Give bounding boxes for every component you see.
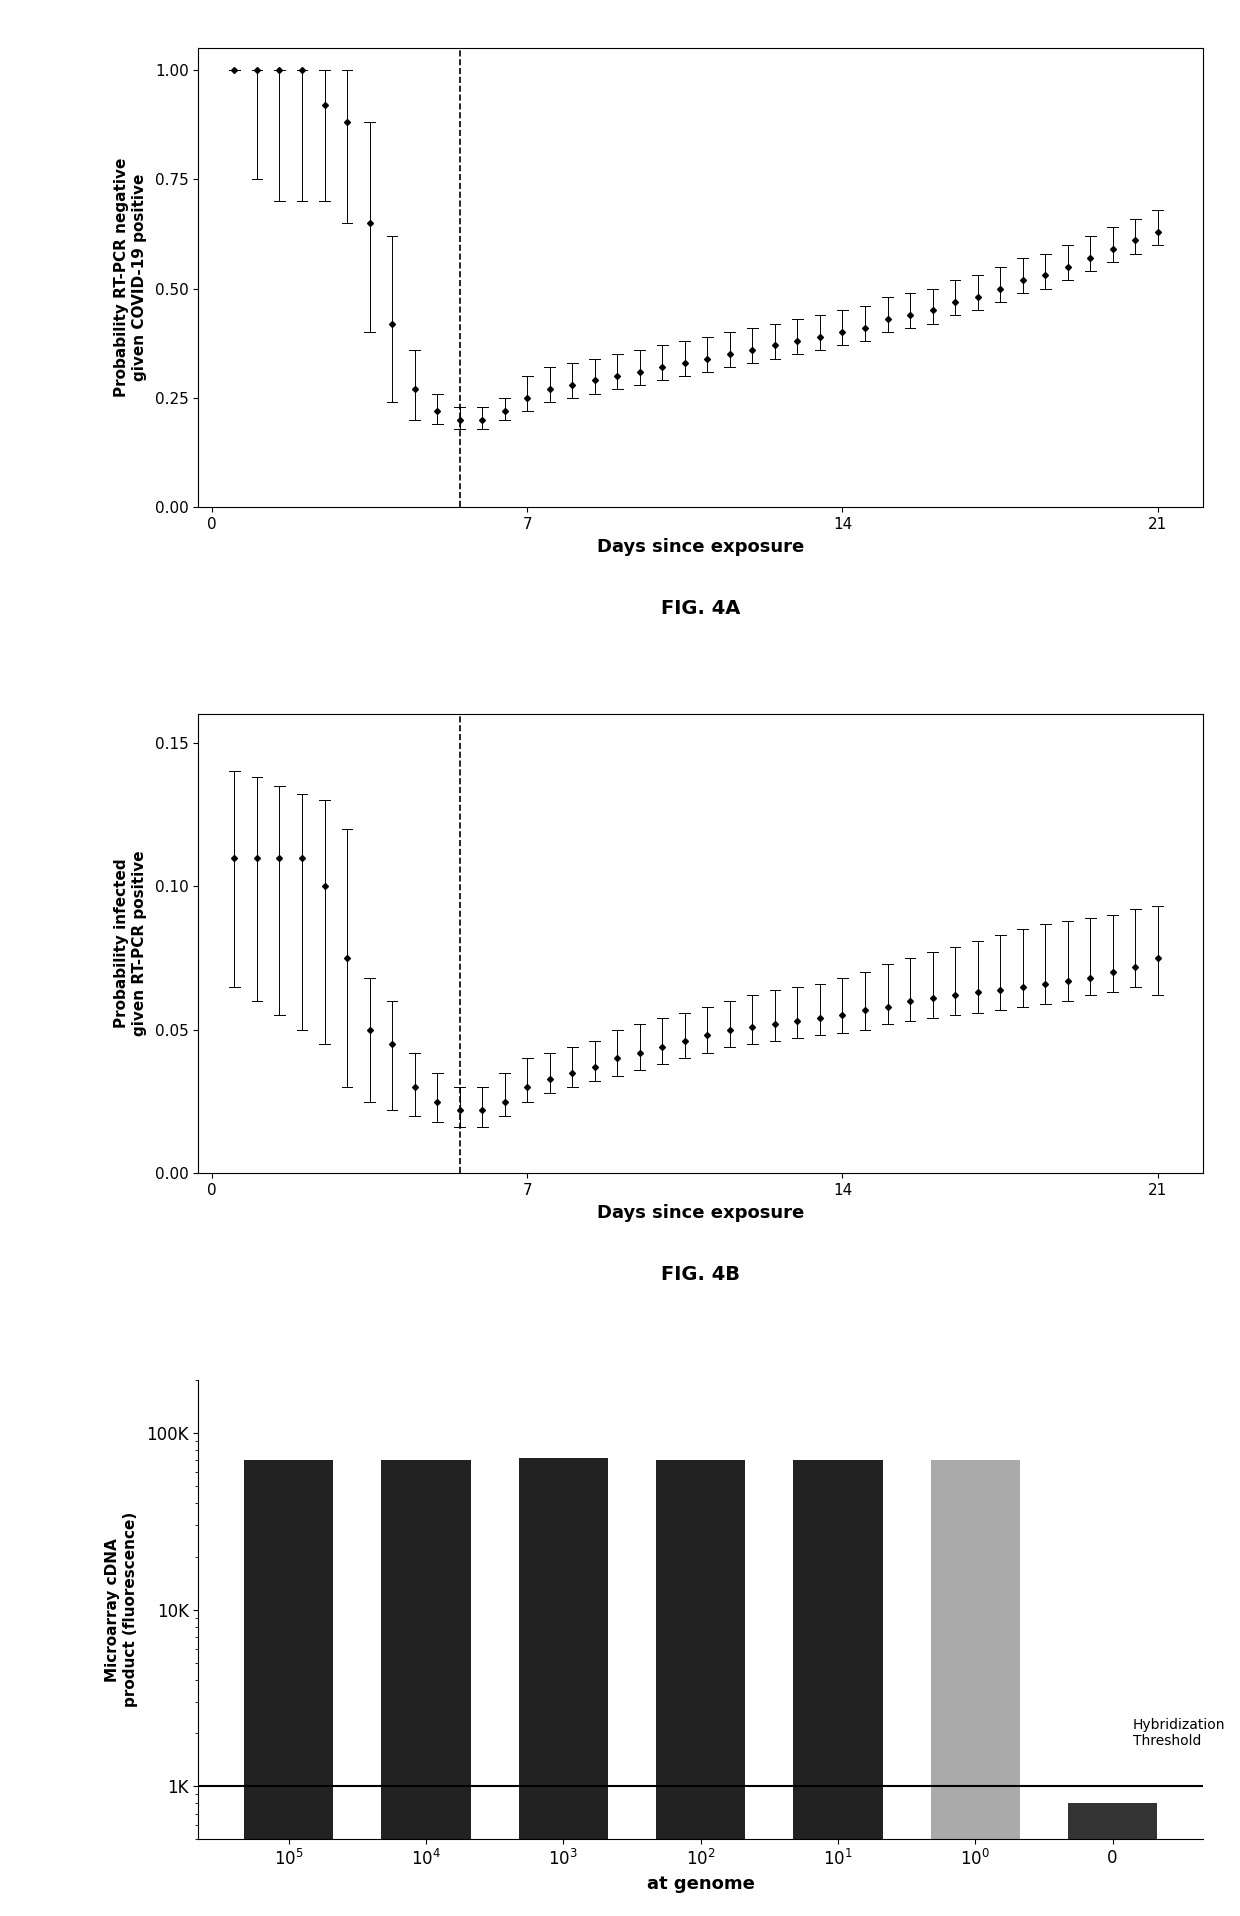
Text: FIG. 4B: FIG. 4B (661, 1265, 740, 1284)
Bar (382, 1460, 471, 1916)
X-axis label: at genome: at genome (647, 1874, 754, 1893)
Bar (656, 1460, 745, 1916)
Bar (1068, 1803, 1157, 1916)
Y-axis label: Microarray cDNA
product (fluorescence): Microarray cDNA product (fluorescence) (105, 1512, 138, 1707)
Text: Hybridization
Threshold: Hybridization Threshold (1133, 1719, 1225, 1747)
Text: FIG. 4A: FIG. 4A (661, 600, 740, 619)
X-axis label: Days since exposure: Days since exposure (596, 1203, 805, 1222)
Bar (518, 1458, 608, 1916)
Y-axis label: Probability RT-PCR negative
given COVID-19 positive: Probability RT-PCR negative given COVID-… (114, 157, 146, 397)
Bar (794, 1460, 883, 1916)
Bar (244, 1460, 334, 1916)
Y-axis label: Probability infected
given RT-PCR positive: Probability infected given RT-PCR positi… (114, 851, 146, 1037)
Bar (930, 1460, 1019, 1916)
X-axis label: Days since exposure: Days since exposure (596, 538, 805, 556)
